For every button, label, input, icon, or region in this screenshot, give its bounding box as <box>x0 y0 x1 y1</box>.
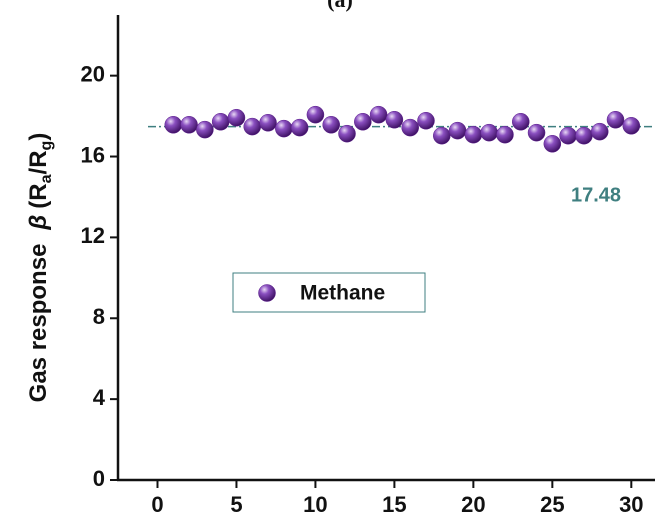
y-axis-label-part: (R <box>25 183 52 208</box>
data-point <box>527 123 546 142</box>
y-axis-label-part: ) <box>25 133 52 141</box>
data-point <box>369 105 388 124</box>
data-point <box>196 120 214 139</box>
y-axis-label-part: g <box>38 141 55 151</box>
data-point <box>227 108 246 127</box>
x-tick-label: 20 <box>461 492 485 517</box>
y-tick-label: 16 <box>81 142 105 167</box>
data-point <box>559 126 577 145</box>
data-point <box>622 117 641 135</box>
legend-label: Methane <box>300 282 385 305</box>
data-point <box>575 126 593 145</box>
y-axis-label-part: a <box>38 174 55 183</box>
chart-title: (a) <box>327 0 353 12</box>
data-point <box>464 125 483 144</box>
data-point <box>401 118 419 137</box>
data-point <box>354 112 372 131</box>
data-point <box>606 110 625 129</box>
y-tick-label: 20 <box>81 61 105 86</box>
x-tick-label: 10 <box>303 492 327 517</box>
y-axis-label-part: /R <box>25 150 52 174</box>
legend-marker <box>258 284 276 302</box>
x-tick-label: 0 <box>151 492 163 517</box>
data-point <box>211 112 230 131</box>
y-axis-label: Gas response β (Ra/Rg) <box>25 133 55 403</box>
y-tick-label: 4 <box>93 385 106 410</box>
y-tick-label: 12 <box>81 223 105 248</box>
mean-label: 17.48 <box>571 184 621 206</box>
data-point <box>590 122 609 141</box>
data-point <box>259 114 277 132</box>
y-axis-label-part: Gas response <box>25 244 52 403</box>
y-tick-label: 8 <box>93 304 105 329</box>
data-point <box>512 112 530 131</box>
data-point <box>543 135 562 153</box>
data-point <box>275 119 293 138</box>
data-point <box>496 125 514 144</box>
data-point <box>385 110 404 129</box>
data-point <box>417 111 435 130</box>
x-tick-label: 15 <box>382 492 406 517</box>
data-point <box>433 126 451 145</box>
y-tick-label: 0 <box>93 466 105 491</box>
data-point <box>448 121 467 140</box>
x-tick-label: 25 <box>540 492 564 517</box>
x-tick-label: 5 <box>230 492 242 517</box>
data-point <box>338 124 356 143</box>
y-axis-label-part: β <box>25 215 52 231</box>
data-point <box>180 116 198 134</box>
data-point <box>243 117 261 136</box>
data-point <box>480 123 498 142</box>
x-tick-label: 30 <box>619 492 643 517</box>
data-point <box>322 116 340 134</box>
data-point <box>164 116 183 134</box>
data-point <box>306 105 325 124</box>
data-point <box>290 118 309 137</box>
